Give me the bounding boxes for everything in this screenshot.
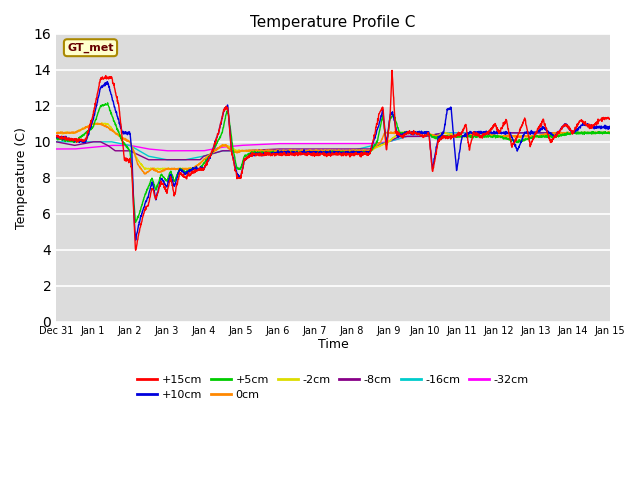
Y-axis label: Temperature (C): Temperature (C) <box>15 127 28 228</box>
+5cm <box>606 131 614 136</box>
Line: 0cm: 0cm <box>56 123 610 174</box>
+5cm <box>590 131 598 136</box>
-32cm <box>489 130 497 136</box>
+5cm <box>81 131 88 136</box>
Line: +5cm: +5cm <box>56 103 610 222</box>
Line: -32cm: -32cm <box>56 133 610 151</box>
-32cm <box>52 146 60 152</box>
Line: -8cm: -8cm <box>56 133 610 160</box>
-32cm <box>163 148 171 154</box>
+10cm <box>104 79 111 84</box>
-8cm <box>590 130 598 136</box>
+15cm <box>590 122 598 128</box>
0cm <box>307 148 315 154</box>
-32cm <box>440 130 447 136</box>
+5cm <box>590 130 598 136</box>
-32cm <box>307 141 315 146</box>
+5cm <box>132 219 140 225</box>
+10cm <box>590 126 598 132</box>
-16cm <box>489 130 497 136</box>
+5cm <box>104 100 111 106</box>
-8cm <box>81 141 88 146</box>
-2cm <box>590 129 598 135</box>
+10cm <box>132 237 140 243</box>
-32cm <box>590 130 598 136</box>
+15cm <box>52 133 60 139</box>
-8cm <box>145 157 152 163</box>
-8cm <box>489 130 497 136</box>
-2cm <box>52 130 60 136</box>
-8cm <box>307 146 315 152</box>
-16cm <box>81 139 88 144</box>
+5cm <box>307 150 315 156</box>
0cm <box>489 133 497 139</box>
-16cm <box>606 130 614 136</box>
0cm <box>52 131 60 136</box>
+15cm <box>388 68 396 73</box>
Line: +15cm: +15cm <box>56 71 610 250</box>
+10cm <box>307 149 315 155</box>
Line: -16cm: -16cm <box>56 133 610 160</box>
Title: Temperature Profile C: Temperature Profile C <box>250 15 415 30</box>
0cm <box>590 131 598 136</box>
-16cm <box>322 148 330 154</box>
-16cm <box>440 130 447 136</box>
+15cm <box>489 126 497 132</box>
0cm <box>81 126 88 132</box>
+5cm <box>489 134 497 140</box>
+15cm <box>307 151 315 156</box>
+15cm <box>81 137 88 143</box>
-16cm <box>163 157 171 163</box>
+10cm <box>81 139 88 145</box>
-32cm <box>322 141 330 146</box>
Line: -2cm: -2cm <box>56 123 610 169</box>
-2cm <box>590 129 598 135</box>
0cm <box>322 147 330 153</box>
+15cm <box>322 152 330 158</box>
-8cm <box>477 130 484 136</box>
-16cm <box>307 148 315 154</box>
+10cm <box>322 149 330 155</box>
+5cm <box>322 151 330 156</box>
-2cm <box>98 120 106 126</box>
+15cm <box>590 122 598 128</box>
-16cm <box>52 139 60 144</box>
-8cm <box>606 130 614 136</box>
-32cm <box>606 130 614 136</box>
Legend: +15cm, +10cm, +5cm, 0cm, -2cm, -8cm, -16cm, -32cm: +15cm, +10cm, +5cm, 0cm, -2cm, -8cm, -16… <box>133 370 533 405</box>
-16cm <box>590 130 598 136</box>
0cm <box>606 129 614 135</box>
-2cm <box>489 133 497 139</box>
-8cm <box>322 146 330 152</box>
0cm <box>141 171 149 177</box>
-32cm <box>81 145 88 151</box>
+5cm <box>52 136 60 142</box>
+15cm <box>606 116 614 122</box>
0cm <box>590 130 598 135</box>
-2cm <box>307 148 315 154</box>
-2cm <box>156 167 163 172</box>
+10cm <box>590 125 598 131</box>
+15cm <box>132 247 140 253</box>
Text: GT_met: GT_met <box>67 43 114 53</box>
0cm <box>94 120 102 126</box>
-32cm <box>590 130 598 136</box>
-16cm <box>590 130 598 136</box>
-2cm <box>81 125 88 131</box>
+10cm <box>52 134 60 140</box>
+10cm <box>489 131 497 136</box>
-8cm <box>52 139 60 144</box>
+10cm <box>606 124 614 130</box>
-2cm <box>606 130 614 135</box>
-8cm <box>590 130 598 136</box>
Line: +10cm: +10cm <box>56 82 610 240</box>
-2cm <box>322 148 330 154</box>
X-axis label: Time: Time <box>317 338 348 351</box>
